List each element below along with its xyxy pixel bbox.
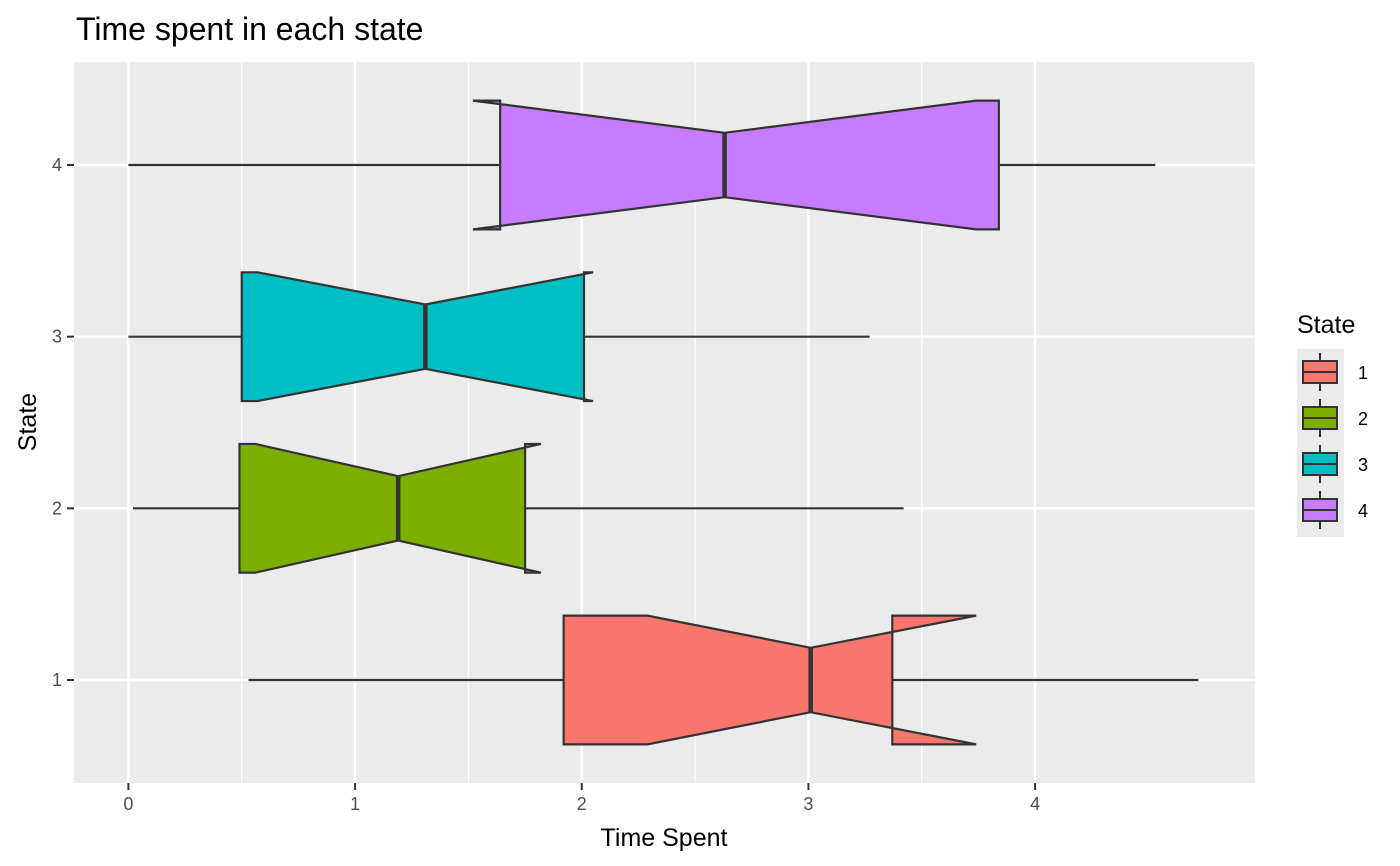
x-axis: 0 1 2 3 4 bbox=[123, 783, 1040, 814]
x-tick-label: 4 bbox=[1030, 794, 1040, 814]
legend-key-2 bbox=[1302, 399, 1338, 437]
box-state-1 bbox=[248, 614, 1199, 746]
y-tick-label: 4 bbox=[52, 155, 62, 175]
legend-key-4 bbox=[1302, 491, 1338, 529]
box-state-4 bbox=[128, 99, 1156, 231]
notched-box bbox=[240, 271, 594, 403]
x-tick-label: 0 bbox=[123, 794, 133, 814]
notched-box bbox=[472, 99, 1000, 231]
legend-key-3 bbox=[1302, 445, 1338, 483]
notched-box bbox=[562, 614, 977, 746]
y-tick-label: 3 bbox=[52, 327, 62, 347]
chart-title: Time spent in each state bbox=[76, 11, 423, 47]
y-tick-label: 1 bbox=[52, 670, 62, 690]
y-tick-label: 2 bbox=[52, 498, 62, 518]
y-axis: 1 2 3 4 bbox=[52, 155, 74, 690]
legend-title: State bbox=[1297, 311, 1355, 339]
boxes-layer bbox=[128, 99, 1199, 746]
legend-label: 3 bbox=[1358, 455, 1368, 475]
x-tick-label: 1 bbox=[350, 794, 360, 814]
box-state-3 bbox=[128, 271, 870, 403]
x-tick-label: 3 bbox=[803, 794, 813, 814]
notched-box bbox=[238, 442, 542, 574]
y-axis-title: State bbox=[14, 393, 42, 451]
legend-key-1 bbox=[1302, 353, 1338, 391]
x-axis-title: Time Spent bbox=[601, 824, 728, 852]
box-state-2 bbox=[132, 442, 904, 574]
legend-label: 4 bbox=[1358, 501, 1368, 521]
legend-label: 1 bbox=[1358, 363, 1368, 383]
legend-label: 2 bbox=[1358, 409, 1368, 429]
x-tick-label: 2 bbox=[577, 794, 587, 814]
legend: State 1 2 3 4 bbox=[1297, 311, 1368, 537]
